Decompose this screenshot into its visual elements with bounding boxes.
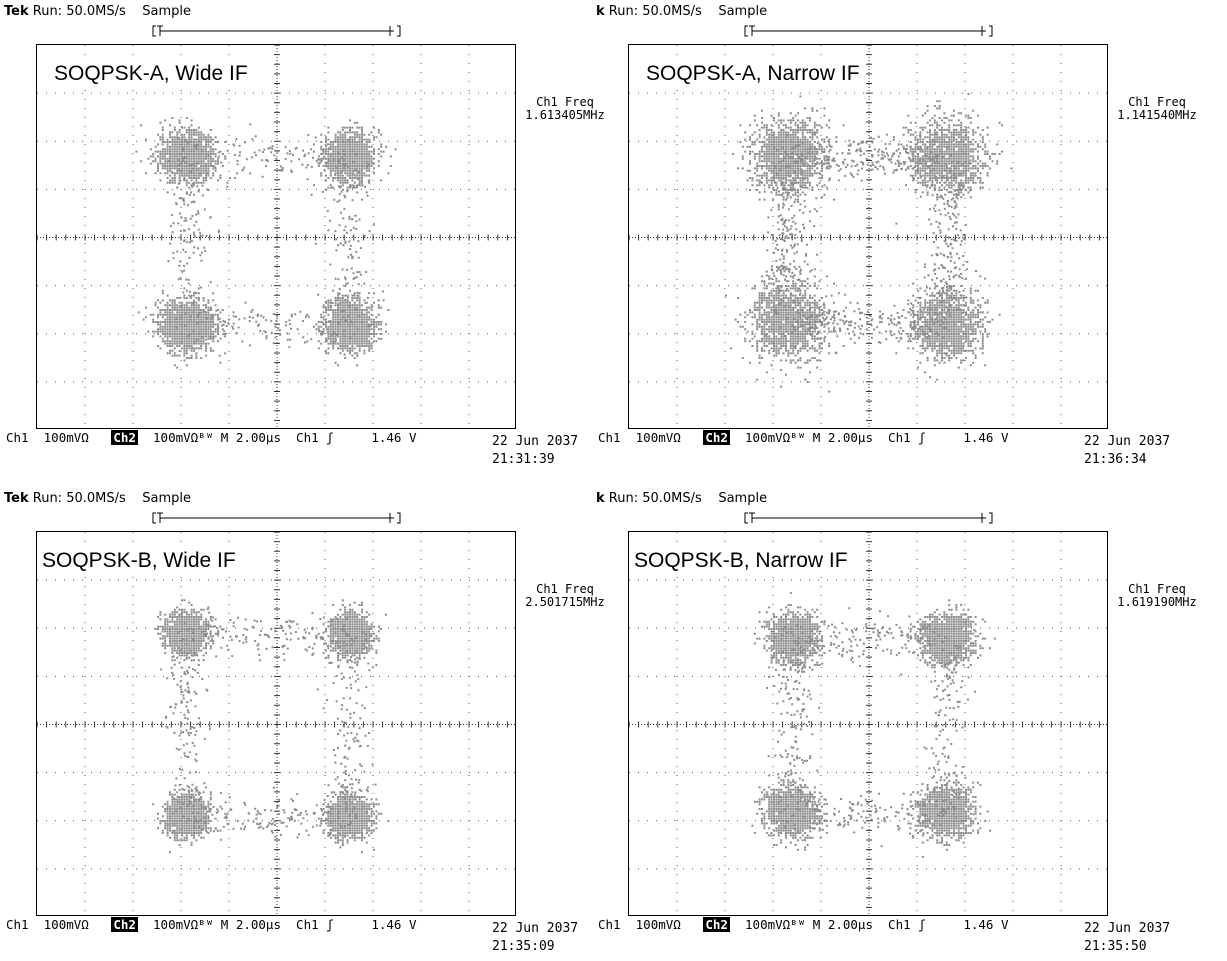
grid — [629, 45, 1107, 428]
sample-points — [135, 117, 397, 369]
sample-points — [725, 93, 1013, 393]
frequency-readout: Ch1 Freq 1.619190MHz — [1117, 582, 1197, 609]
trigger-position-bar — [744, 24, 996, 38]
frequency-readout: Ch1 Freq 2.501715MHz — [525, 582, 605, 609]
timestamp: 22 Jun 2037 21:36:34 — [1084, 434, 1171, 467]
status-bar: Ch1 100mVΩ Ch2 100mVΩᴮᵂ M 2.00µs Ch1 ʃ 1… — [598, 430, 1009, 445]
scope-header: k Run: 50.0MS/s Sample — [596, 491, 768, 506]
trigger-position-bar — [744, 511, 996, 525]
timestamp: 22 Jun 2037 21:31:39 — [492, 434, 579, 467]
plot-label: SOQPSK-A, Wide IF — [52, 62, 250, 86]
timestamp: 22 Jun 2037 21:35:50 — [1084, 921, 1171, 954]
frequency-readout: Ch1 Freq 1.141540MHz — [1117, 95, 1197, 122]
sample-points — [751, 592, 996, 858]
scope-screen — [628, 531, 1108, 916]
status-bar: Ch1 100mVΩ Ch2 100mVΩᴮᵂ M 2.00µs Ch1 ʃ 1… — [6, 430, 417, 445]
constellation-dots — [152, 599, 390, 854]
status-bar: Ch1 100mVΩ Ch2 100mVΩᴮᵂ M 2.00µs Ch1 ʃ 1… — [598, 917, 1009, 932]
plot-label: SOQPSK-B, Narrow IF — [632, 549, 850, 573]
constellation-plot — [37, 45, 515, 428]
constellation-plot — [37, 532, 515, 915]
sample-points — [152, 599, 390, 854]
grid — [37, 45, 515, 428]
scope-screen — [36, 531, 516, 916]
scope-panel-3: Tek Run: 50.0MS/s Sample SOQPSK-B, Wide … — [4, 491, 614, 961]
grid — [37, 532, 515, 915]
plot-label: SOQPSK-A, Narrow IF — [644, 62, 862, 86]
constellation-dots — [135, 117, 397, 369]
trigger-position-bar — [152, 511, 404, 525]
status-bar: Ch1 100mVΩ Ch2 100mVΩᴮᵂ M 2.00µs Ch1 ʃ 1… — [6, 917, 417, 932]
scope-screen — [628, 44, 1108, 429]
trigger-position-bar — [152, 24, 404, 38]
constellation-dots — [725, 93, 1013, 393]
plot-label: SOQPSK-B, Wide IF — [40, 549, 238, 573]
constellation-plot — [629, 45, 1107, 428]
scope-header: Tek Run: 50.0MS/s Sample — [4, 4, 192, 19]
scope-panel-4: k Run: 50.0MS/s Sample SOQPSK-B, Narrow … — [596, 491, 1206, 961]
scope-header: Tek Run: 50.0MS/s Sample — [4, 491, 192, 506]
scope-header: k Run: 50.0MS/s Sample — [596, 4, 768, 19]
constellation-plot — [629, 532, 1107, 915]
constellation-dots — [751, 592, 996, 858]
grid — [629, 532, 1107, 915]
scope-panel-2: k Run: 50.0MS/s Sample SOQPSK-A, Narrow … — [596, 4, 1206, 474]
frequency-readout: Ch1 Freq 1.613405MHz — [525, 95, 605, 122]
scope-screen — [36, 44, 516, 429]
scope-panel-1: Tek Run: 50.0MS/s Sample SOQPSK-A, Wide … — [4, 4, 614, 474]
timestamp: 22 Jun 2037 21:35:09 — [492, 921, 579, 954]
